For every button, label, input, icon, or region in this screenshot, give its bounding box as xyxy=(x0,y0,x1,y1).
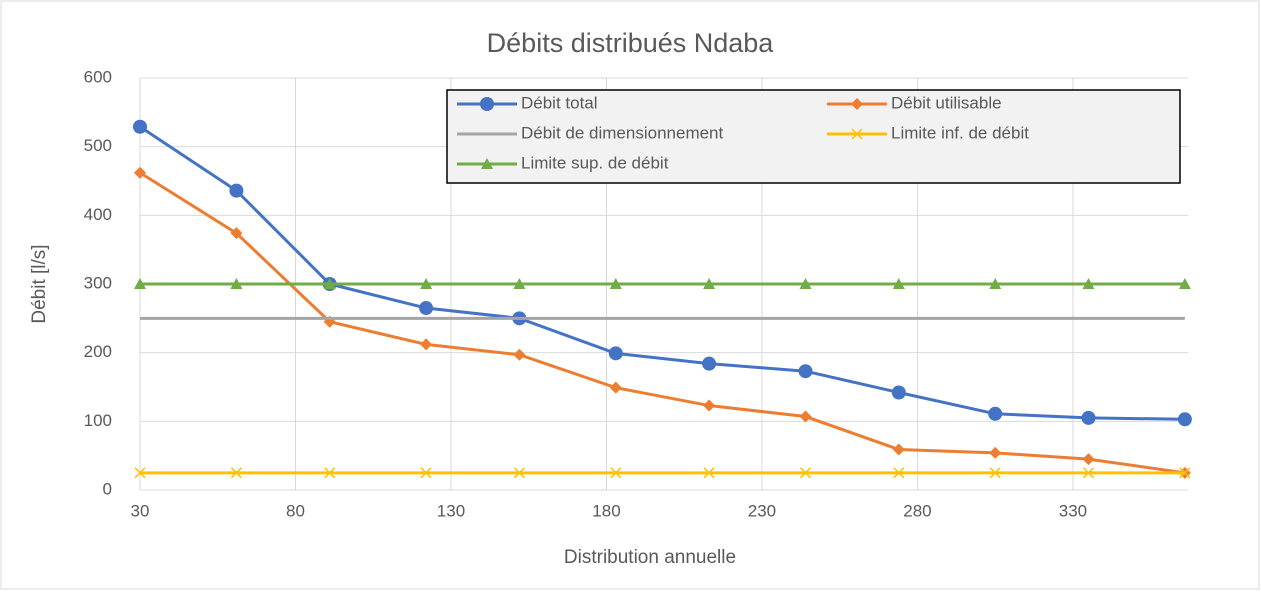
marker xyxy=(892,278,905,289)
legend-box xyxy=(446,89,1181,184)
x-tick-label: 180 xyxy=(592,501,620,520)
marker xyxy=(703,399,716,412)
legend-label: Limite inf. de débit xyxy=(891,123,1029,142)
x-tick-label: 80 xyxy=(286,501,305,520)
marker xyxy=(1179,467,1191,479)
marker xyxy=(799,278,812,289)
marker xyxy=(988,406,1003,421)
y-tick-label: 600 xyxy=(84,67,112,86)
marker xyxy=(893,467,905,479)
marker xyxy=(609,381,622,394)
series-line xyxy=(139,171,1186,475)
marker xyxy=(420,338,433,351)
legend-label: Débit de dimensionnement xyxy=(521,123,724,142)
marker xyxy=(703,278,716,289)
marker xyxy=(799,467,812,479)
marker xyxy=(989,446,1002,459)
marker xyxy=(134,166,146,179)
marker xyxy=(481,158,493,169)
x-tick-label: 280 xyxy=(903,501,931,520)
y-tick-label: 200 xyxy=(84,342,112,361)
marker xyxy=(1178,278,1191,289)
marker xyxy=(851,98,863,110)
marker xyxy=(1082,467,1095,479)
marker xyxy=(134,278,146,289)
marker xyxy=(851,128,863,140)
marker xyxy=(989,467,1001,479)
marker xyxy=(229,183,244,198)
marker xyxy=(133,119,147,134)
marker xyxy=(798,364,813,379)
marker xyxy=(230,278,243,289)
chart-title: Débits distribués Ndaba xyxy=(487,28,775,58)
marker xyxy=(799,410,812,423)
marker xyxy=(134,467,146,479)
marker xyxy=(609,278,622,289)
marker xyxy=(513,278,526,289)
marker xyxy=(891,385,906,400)
marker xyxy=(1082,453,1095,466)
y-tick-label: 400 xyxy=(84,205,112,224)
marker xyxy=(420,278,433,289)
marker xyxy=(1081,410,1096,425)
y-tick-label: 500 xyxy=(84,136,112,155)
marker xyxy=(480,97,494,111)
y-tick-label: 300 xyxy=(84,273,112,292)
marker xyxy=(703,467,715,479)
marker xyxy=(324,467,336,479)
y-axis-label: Débit [l/s] xyxy=(29,244,50,323)
marker xyxy=(1177,412,1192,427)
marker xyxy=(230,227,243,240)
legend-label: Débit utilisable xyxy=(891,93,1002,112)
x-tick-label: 330 xyxy=(1059,501,1087,520)
marker xyxy=(608,346,623,361)
x-tick-label: 30 xyxy=(131,501,150,520)
marker xyxy=(420,467,432,479)
marker xyxy=(513,348,526,361)
marker xyxy=(1082,278,1095,289)
x-tick-label: 130 xyxy=(437,501,465,520)
series-line xyxy=(139,125,1185,421)
legend-label: Débit total xyxy=(521,93,598,112)
marker xyxy=(892,443,905,456)
legend-label: Limite sup. de débit xyxy=(521,153,669,172)
marker xyxy=(419,301,434,316)
y-tick-label: 0 xyxy=(103,479,112,498)
x-axis-label: Distribution annuelle xyxy=(564,547,736,568)
marker xyxy=(230,467,242,479)
marker xyxy=(610,467,622,479)
marker xyxy=(989,278,1002,289)
marker xyxy=(323,278,336,289)
y-tick-label: 100 xyxy=(84,411,112,430)
marker xyxy=(513,467,525,479)
x-tick-label: 230 xyxy=(748,501,776,520)
marker xyxy=(702,356,717,371)
